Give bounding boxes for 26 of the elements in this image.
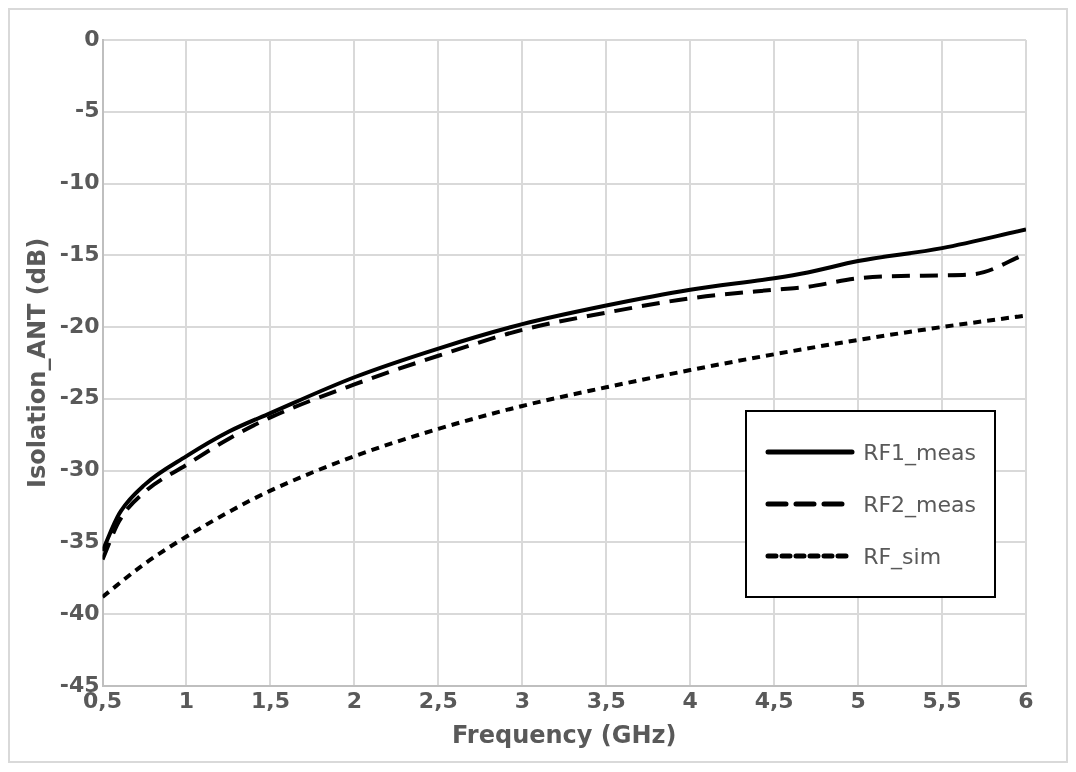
- x-tick-label: 3,5: [586, 687, 626, 713]
- y-tick-label: -35: [59, 528, 100, 554]
- x-tick-label: 6: [1018, 687, 1034, 713]
- legend-label: RF1_meas: [863, 439, 976, 465]
- y-tick-label: -5: [75, 97, 100, 123]
- line-series: [102, 313, 1026, 599]
- x-tick-label: 5,5: [922, 687, 962, 713]
- y-axis-title: Isolation_ANT (dB): [22, 237, 51, 488]
- legend-label: RF2_meas: [863, 491, 976, 517]
- x-tick-label: 2,5: [418, 687, 458, 713]
- y-tick-label: -10: [59, 169, 100, 195]
- y-tick-label: -40: [59, 599, 100, 625]
- legend-label: RF_sim: [863, 543, 942, 569]
- x-axis-title: Frequency (GHz): [452, 720, 677, 749]
- x-tick-label: 2: [346, 687, 363, 713]
- x-tick-label: 4,5: [754, 687, 794, 713]
- y-tick-label: 0: [84, 25, 100, 51]
- x-tick-label: 1,5: [250, 687, 290, 713]
- x-tick-label: 4: [682, 687, 698, 713]
- y-tick-label: -20: [59, 312, 100, 338]
- y-tick-label: -15: [59, 240, 100, 266]
- y-tick-label: -25: [59, 384, 100, 410]
- y-tick-label: -30: [59, 456, 100, 482]
- x-tick-label: 5: [850, 687, 866, 713]
- x-tick-label: 1: [178, 687, 195, 713]
- x-tick-label: 3: [514, 687, 530, 713]
